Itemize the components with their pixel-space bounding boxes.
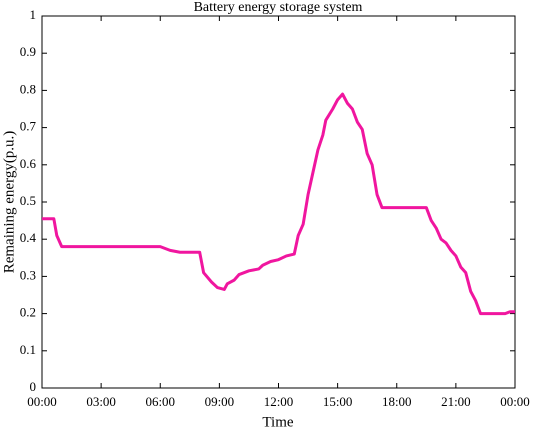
plot-frame: [41, 15, 516, 389]
y-axis-label: Remaining energy(p.u.): [1, 131, 17, 274]
y-tick-label: 1: [30, 7, 37, 22]
x-tick-label: 15:00: [323, 394, 353, 409]
y-tick-label: 0: [30, 379, 37, 394]
y-tick-label: 0.8: [20, 81, 36, 96]
y-tick-label: 0.6: [20, 156, 37, 171]
y-tick-label: 0.9: [20, 44, 36, 59]
y-tick-label: 0.1: [20, 342, 36, 357]
x-tick-label: 12:00: [264, 394, 294, 409]
y-tick-label: 0.2: [20, 305, 36, 320]
x-tick-label: 03:00: [86, 394, 116, 409]
y-tick-label: 0.7: [20, 119, 37, 134]
y-tick-label: 0.4: [20, 230, 37, 245]
x-tick-label: 18:00: [382, 394, 412, 409]
x-tick-label: 09:00: [205, 394, 235, 409]
y-tick-label: 0.3: [20, 267, 36, 282]
x-tick-label: 00:00: [500, 394, 530, 409]
chart-title: Battery energy storage system: [194, 0, 363, 15]
x-tick-label: 06:00: [145, 394, 175, 409]
x-axis-label: Time: [262, 414, 293, 430]
x-tick-label: 21:00: [441, 394, 471, 409]
data-line: [42, 92, 515, 316]
x-tick-label: 00:00: [27, 394, 57, 409]
y-tick-label: 0.5: [20, 193, 36, 208]
